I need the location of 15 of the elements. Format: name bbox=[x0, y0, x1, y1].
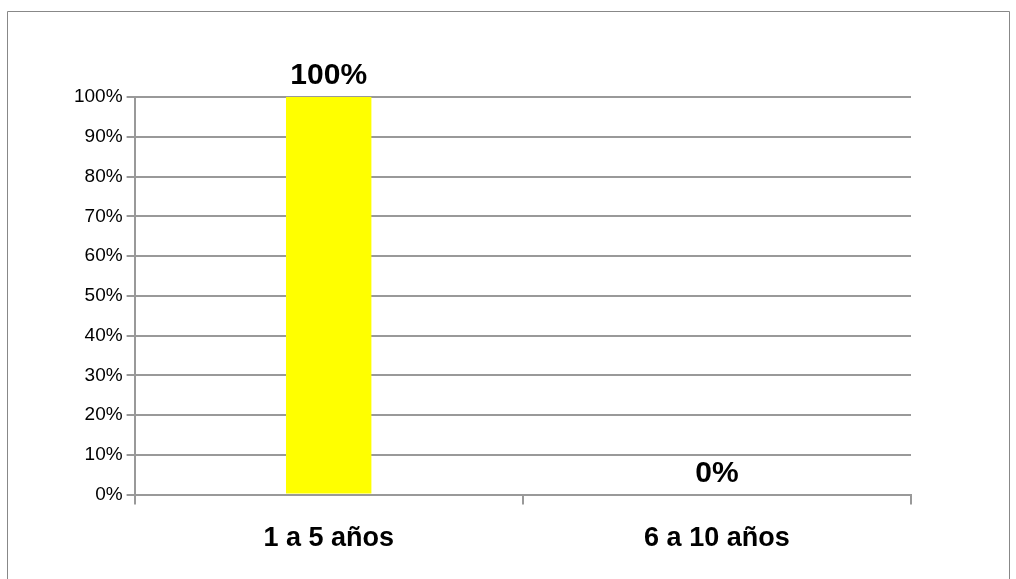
data-label: 100% bbox=[290, 57, 368, 91]
data-label: 0% bbox=[695, 454, 739, 488]
x-tick-label: 1 a 5 años bbox=[263, 522, 394, 553]
y-tick-label: 50% bbox=[84, 284, 123, 306]
y-tick-label: 100% bbox=[73, 85, 123, 107]
y-tick-label: 80% bbox=[84, 164, 123, 186]
y-tick-label: 90% bbox=[84, 124, 123, 146]
y-tick-label: 70% bbox=[84, 204, 123, 226]
y-tick-label: 0% bbox=[95, 482, 123, 504]
y-tick-label: 10% bbox=[84, 443, 123, 465]
x-tick-label: 6 a 10 años bbox=[644, 522, 790, 553]
y-tick-label: 60% bbox=[84, 244, 123, 266]
y-tick-label: 30% bbox=[84, 363, 123, 385]
y-tick-label: 40% bbox=[84, 323, 123, 345]
y-tick-label: 20% bbox=[84, 403, 123, 425]
